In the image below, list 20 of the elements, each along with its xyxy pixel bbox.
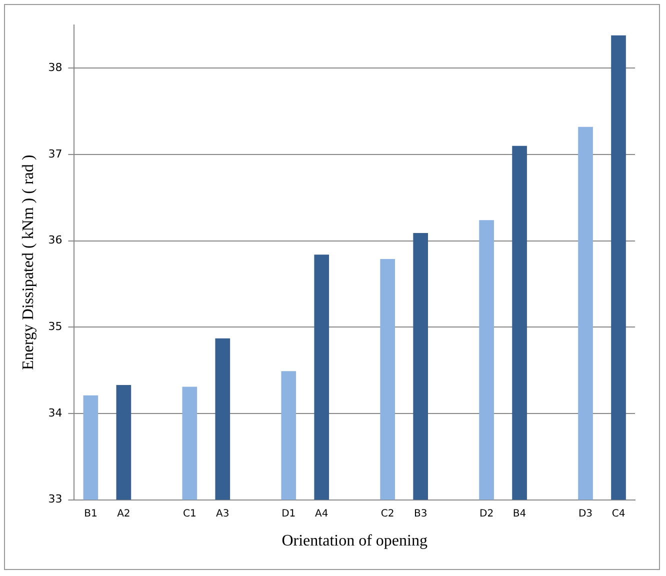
x-tick-label: D3 (578, 508, 593, 520)
x-axis-title: Orientation of opening (282, 532, 428, 550)
x-tick-label: A4 (315, 508, 328, 520)
x-tick-label: B1 (84, 508, 98, 520)
y-tick-label: 37 (48, 147, 62, 160)
y-tick-label: 34 (48, 406, 62, 420)
x-tick-label: D2 (480, 508, 494, 520)
y-tick-label: 33 (48, 492, 62, 506)
y-tick-label: 36 (48, 234, 62, 247)
x-tick-label: A3 (216, 508, 230, 520)
x-tick-label: C2 (380, 508, 394, 520)
x-tick-label: A2 (117, 508, 130, 520)
x-tick-label: D1 (282, 508, 296, 520)
y-tick-label: 35 (48, 320, 62, 334)
x-tick-label: C4 (612, 508, 626, 520)
x-tick-label: B3 (414, 508, 428, 520)
x-tick-label: B4 (512, 508, 526, 520)
y-axis-title: Energy Dissipated ( kNm ) ( rad ) (20, 154, 37, 370)
y-tick-label: 38 (48, 61, 62, 74)
x-tick-label: C1 (182, 508, 196, 520)
